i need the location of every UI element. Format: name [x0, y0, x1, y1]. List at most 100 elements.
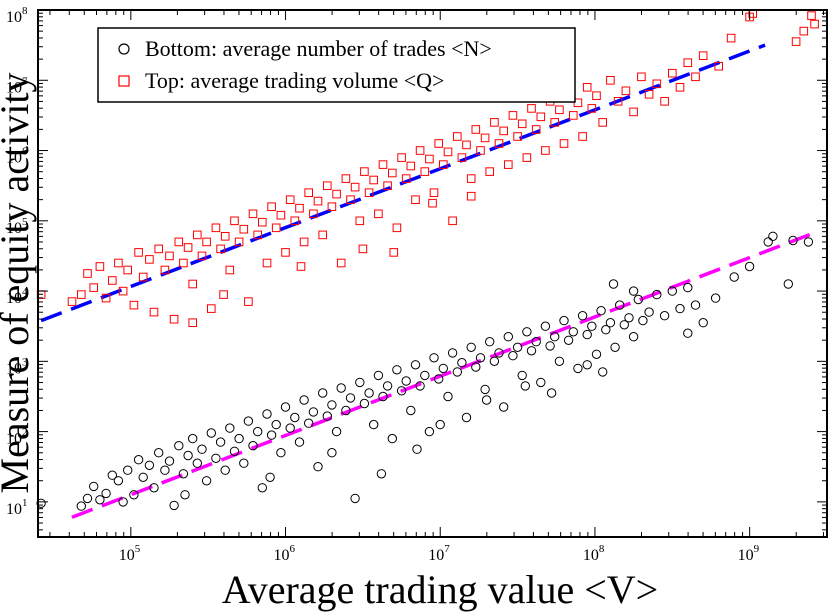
legend-circle-marker: [118, 43, 130, 55]
data-point-square: [652, 79, 662, 89]
data-point-circle: [401, 376, 411, 386]
data-point-square: [683, 58, 693, 68]
data-point-circle: [248, 441, 258, 451]
y-tick-base: 10: [6, 360, 22, 377]
data-point-square: [522, 153, 532, 162]
data-point-square: [202, 237, 211, 247]
data-point-square: [262, 258, 272, 268]
data-point-square: [138, 272, 148, 282]
data-point-square: [101, 293, 111, 303]
data-point-circle: [234, 433, 244, 444]
data-point-circle: [628, 332, 639, 342]
data-point-square: [598, 118, 608, 127]
data-point-circle: [485, 337, 495, 347]
data-point-circle: [201, 476, 212, 486]
data-point-circle: [76, 501, 87, 511]
data-point-square: [660, 97, 669, 106]
data-point-square: [698, 51, 708, 61]
data-point-square: [281, 248, 290, 257]
data-point-square: [129, 300, 139, 310]
data-point-square: [378, 160, 388, 169]
data-point-square: [439, 160, 448, 169]
y-tick-base: 10: [6, 290, 22, 307]
data-point-circle: [605, 318, 616, 328]
data-point-circle: [215, 437, 226, 447]
data-point-square: [358, 244, 368, 254]
data-point-square: [323, 181, 332, 190]
data-point-circle: [327, 400, 337, 410]
data-point-square: [160, 265, 170, 275]
data-point-square: [406, 161, 416, 171]
data-point-circle: [633, 294, 643, 305]
x-tick-exponent: 5: [135, 543, 141, 555]
data-point-circle: [683, 282, 693, 293]
data-point-square: [420, 167, 430, 176]
data-point-circle: [164, 456, 175, 466]
data-point-circle: [591, 349, 602, 359]
data-point-square: [573, 98, 583, 108]
data-point-circle: [415, 381, 425, 391]
y-tick-label: 101: [6, 497, 28, 518]
data-point-square: [592, 91, 601, 101]
x-tick-label: 106: [274, 543, 296, 564]
data-point-circle: [698, 318, 708, 328]
data-point-circle: [475, 353, 486, 363]
data-point-square: [253, 230, 262, 240]
x-tick-base: 10: [738, 547, 754, 564]
data-point-circle: [545, 341, 555, 351]
data-point-square: [211, 223, 221, 233]
data-point-square: [443, 147, 453, 157]
data-point-circle: [118, 497, 128, 507]
data-point-circle: [243, 416, 254, 426]
data-point-circle: [265, 472, 275, 482]
data-point-circle: [517, 370, 527, 381]
data-point-square: [346, 195, 355, 204]
data-point-square: [267, 202, 276, 211]
data-point-circle: [434, 374, 444, 384]
data-point-square: [425, 154, 434, 164]
data-point-square: [369, 175, 378, 185]
data-point-square: [559, 139, 569, 148]
data-point-square: [637, 72, 646, 82]
data-point-circle: [546, 388, 557, 398]
data-point-square: [239, 224, 249, 234]
data-point-square: [123, 265, 133, 275]
data-point-circle: [429, 353, 439, 363]
data-point-circle: [149, 483, 159, 493]
y-tick-label: 102: [6, 427, 28, 448]
data-point-circle: [197, 444, 207, 454]
data-point-square: [296, 262, 306, 271]
data-point-circle: [299, 395, 309, 405]
data-point-circle: [82, 493, 93, 504]
data-point-circle: [447, 348, 458, 358]
data-point-square: [83, 269, 92, 278]
data-point-square: [207, 304, 216, 313]
data-point-circle: [744, 261, 755, 272]
data-point-square: [513, 132, 522, 141]
data-point-circle: [522, 327, 532, 337]
y-tick-base: 10: [6, 9, 22, 26]
data-point-circle: [290, 412, 300, 423]
data-point-circle: [550, 332, 560, 342]
data-point-circle: [628, 286, 639, 296]
data-point-square: [629, 107, 638, 117]
data-point-square: [304, 188, 313, 197]
x-tick-label: 105: [119, 543, 141, 564]
y-axis-title: Measure of equity activity: [0, 73, 37, 494]
data-point-square: [517, 119, 527, 129]
data-point-circle: [494, 348, 504, 358]
data-point-square: [220, 232, 230, 241]
data-point-circle: [154, 448, 164, 458]
data-point-square: [668, 68, 677, 78]
data-point-square: [114, 258, 123, 268]
data-point-circle: [540, 321, 551, 331]
y-tick-label: 106: [6, 146, 28, 167]
x-tick-exponent: 8: [599, 543, 605, 555]
data-point-square: [401, 174, 411, 183]
data-point-circle: [512, 342, 523, 352]
data-point-circle: [220, 465, 230, 475]
data-point-circle: [610, 342, 620, 352]
data-point-square: [149, 307, 159, 317]
data-point-square: [504, 160, 513, 169]
data-point-square: [197, 251, 207, 261]
